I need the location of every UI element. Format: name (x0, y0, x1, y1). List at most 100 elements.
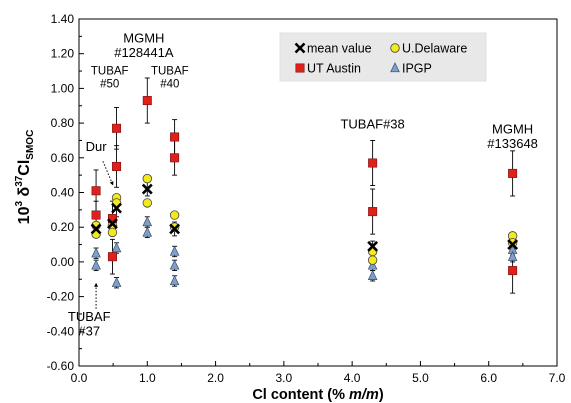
marker-square-point (112, 161, 122, 171)
annotation-line: #133648 (487, 136, 538, 151)
annotation-line: MGMH (492, 122, 533, 137)
y-tick-label: -0.40 (47, 324, 75, 338)
marker-circle-point (169, 210, 180, 220)
annotation-line: Dur (86, 139, 108, 154)
y-tick-label: 0.20 (51, 220, 75, 234)
y-tick-label: 0.80 (51, 116, 75, 130)
axis-ticks: 0.0 1.0 2.0 3.0 4.0 5.0 6.0 7.0 -0.60 -0.40 -0.20 0… (47, 12, 566, 385)
annotation-tubaf-50: TUBAF#50 (91, 66, 129, 91)
annotation-line: #40 (160, 79, 179, 91)
marker-x-stroke (367, 240, 379, 252)
legend-item-mean-value: mean value (294, 42, 372, 56)
marker-x-stroke (507, 239, 519, 250)
marker-triangle-point (367, 269, 378, 280)
annotation-line: TUBAF (91, 66, 129, 78)
marker-square-point (91, 186, 101, 196)
marker-x-point (169, 223, 181, 235)
marker-x-point (507, 239, 519, 250)
marker-x-point (107, 218, 118, 230)
marker-x-stroke (141, 183, 153, 195)
y-tick-label: 0.40 (51, 186, 75, 200)
y-tick-label: 1.20 (51, 47, 75, 61)
marker-circle-point (107, 227, 118, 238)
annotation-tubaf-38: TUBAF#38 (340, 116, 404, 131)
marker-square-point (107, 252, 117, 262)
marker-square-point (508, 168, 518, 178)
annotation-arrows (94, 161, 114, 309)
marker-x-stroke (169, 223, 181, 235)
annotation-mgmh-133648: MGMH#133648 (487, 122, 538, 152)
arrow-head (94, 282, 99, 287)
marker-x-legend (294, 42, 306, 54)
legend: mean value U.Delaware UT Austin IPGP (279, 32, 487, 82)
marker-triangle-point (507, 250, 518, 261)
marker-square-point (170, 132, 180, 142)
marker-triangle-point (91, 247, 101, 258)
marker-circle-point (367, 255, 378, 265)
legend-items: mean value U.Delaware UT Austin IPGP (294, 42, 467, 76)
y-axis-title: 103 δ37ClSMOC (14, 130, 36, 225)
marker-triangle-point (169, 259, 180, 270)
x-tick-label: 0.0 (71, 371, 88, 385)
y-tick-label: 0.60 (51, 151, 75, 165)
error-bars (93, 77, 516, 294)
annotation-line: TUBAF (151, 66, 189, 78)
marker-triangle-point (142, 216, 153, 227)
marker-square-point (508, 266, 518, 276)
x-tick-label: 5.0 (412, 371, 429, 385)
marker-x-point (367, 240, 379, 252)
annotation-line: MGMH (123, 30, 164, 45)
marker-x-stroke (90, 223, 102, 235)
legend-label: U.Delaware (402, 42, 467, 56)
marker-square-legend (295, 63, 305, 73)
legend-item-u-delaware: U.Delaware (390, 42, 467, 56)
marker-circle-point (142, 198, 152, 208)
marker-triangle-point (169, 275, 180, 286)
y-tick-label: -0.60 (47, 359, 75, 373)
legend-item-ipgp: IPGP (390, 62, 432, 76)
marker-triangle-point (169, 245, 180, 256)
marker-square-point (170, 153, 180, 163)
marker-circle-point (142, 173, 152, 184)
marker-square-point (368, 158, 378, 168)
legend-background (279, 32, 487, 82)
marker-square-point (112, 123, 122, 133)
marker-square-point (142, 96, 152, 106)
marker-x-point (90, 223, 102, 235)
marker-x-stroke (294, 42, 306, 54)
legend-label: UT Austin (307, 62, 361, 76)
annotation-tubaf-40: TUBAF#40 (151, 66, 189, 91)
legend-item-ut-austin: UT Austin (295, 62, 361, 76)
x-tick-label: 3.0 (276, 371, 293, 385)
annotation-line: #50 (100, 79, 119, 91)
marker-x-point (141, 183, 153, 195)
y-tick-label: 1.00 (51, 81, 75, 95)
arrow-dur (102, 161, 114, 186)
arrow-tubaf-37 (94, 282, 99, 309)
annotation-line: #128441A (114, 45, 174, 60)
marker-square-point (91, 210, 101, 220)
y-tick-label: 1.40 (51, 12, 75, 26)
annotation-dur: Dur (86, 139, 108, 154)
x-tick-label: 7.0 (549, 371, 566, 385)
marker-triangle-point (91, 259, 101, 270)
x-tick-label: 4.0 (344, 371, 361, 385)
marker-x-stroke (107, 218, 118, 230)
annotation-tubaf-37: TUBAF#37 (68, 309, 111, 339)
marker-triangle-legend (390, 62, 400, 73)
marker-x-point (111, 202, 122, 214)
data-points (90, 96, 519, 287)
marker-triangle-point (142, 226, 153, 237)
annotation-line: #37 (78, 323, 100, 338)
y-tick-label: 0.00 (51, 255, 75, 269)
x-axis-title: Cl content (% m/m) (252, 387, 384, 403)
legend-label: mean value (307, 42, 372, 56)
marker-x-stroke (111, 202, 122, 214)
annotation-line: TUBAF (68, 309, 111, 324)
x-tick-label: 6.0 (480, 371, 497, 385)
annotation-mgmh-128441a: MGMH#128441A (114, 30, 174, 60)
arrow-shaft (102, 161, 114, 186)
marker-circle-legend (390, 43, 400, 53)
